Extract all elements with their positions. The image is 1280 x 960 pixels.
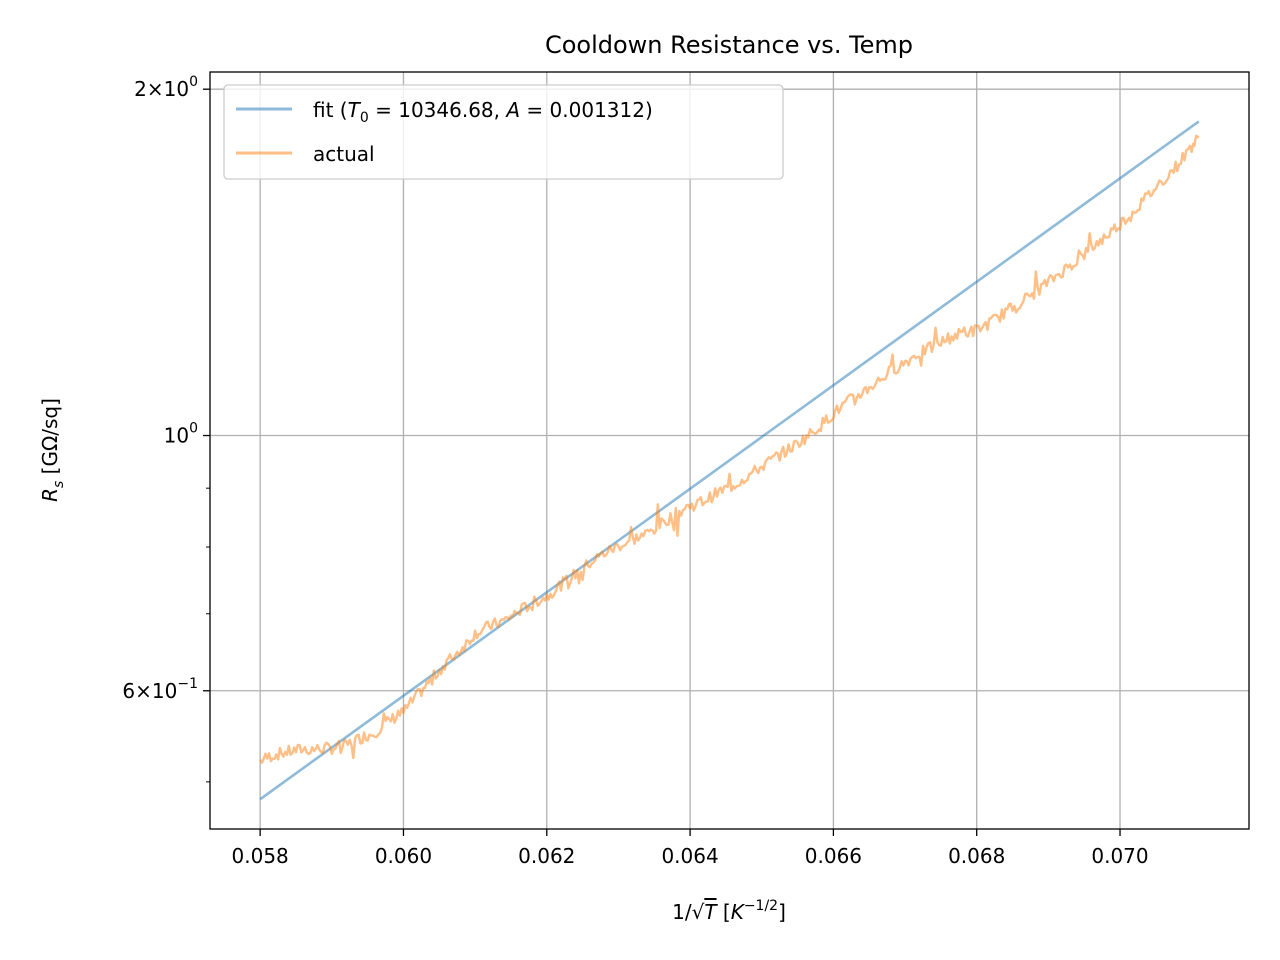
- x-tick-label: 0.062: [518, 844, 575, 868]
- legend-box: [223, 84, 784, 180]
- x-tick-label: 0.064: [661, 844, 718, 868]
- axis-ticks: 0.058 0.060 0.062 0.064 0.066 0.068 0.070 2×100…: [122, 74, 1148, 868]
- series-actual-line: [259, 134, 1200, 764]
- x-tick-label: 0.068: [948, 844, 1005, 868]
- x-tick-label: 0.066: [805, 844, 862, 868]
- x-tick-label: 0.058: [232, 844, 289, 868]
- legend-actual-label: actual: [313, 142, 375, 166]
- legend-fit-label: fit (T0 = 10346.68, A = 0.001312): [313, 98, 653, 126]
- legend: fit (T0 = 10346.68, A = 0.001312) actual: [223, 84, 784, 180]
- y-tick-label: 2×100: [134, 74, 198, 101]
- svg-text:Rs [GΩ/sq]: Rs [GΩ/sq]: [38, 398, 67, 502]
- chart-title: Cooldown Resistance vs. Temp: [545, 31, 913, 59]
- series-fit-line: [259, 120, 1200, 801]
- y-axis-label: Rs [GΩ/sq]: [38, 398, 67, 502]
- plot-area-frame: [209, 71, 1250, 830]
- y-tick-label: 100: [164, 421, 198, 448]
- x-tick-label: 0.070: [1091, 844, 1148, 868]
- plot-series: [259, 120, 1200, 801]
- x-tick-label: 0.060: [375, 844, 432, 868]
- y-tick-label: 6×10−1: [122, 676, 198, 703]
